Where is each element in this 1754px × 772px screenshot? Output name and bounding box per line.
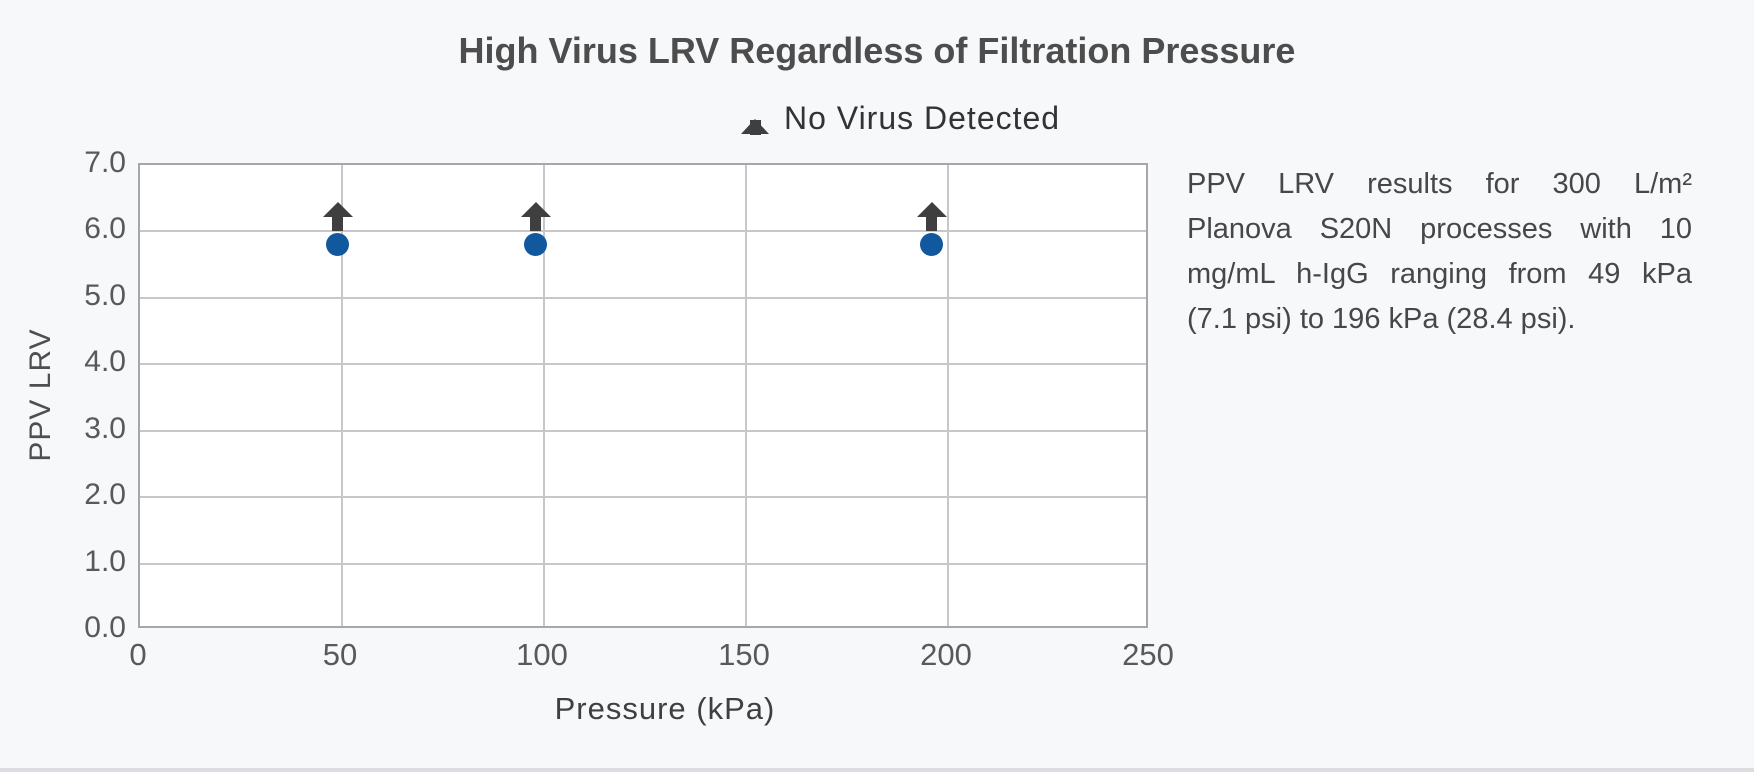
vertical-gridline [341, 165, 343, 626]
y-tick-label: 4.0 [84, 345, 126, 379]
x-tick-label: 200 [920, 637, 972, 672]
horizontal-gridline [140, 363, 1146, 366]
no-virus-up-arrow-icon [322, 202, 353, 232]
x-tick-label: 50 [322, 637, 358, 672]
y-axis-ticks: 0.0 1.0 2.0 3.0 4.0 5.0 6.0 7.0 [0, 146, 126, 644]
plot-area [138, 163, 1148, 628]
horizontal-gridline [140, 496, 1146, 499]
horizontal-gridline [140, 230, 1146, 233]
x-tick-label: 0 [129, 637, 147, 672]
y-tick-label: 5.0 [84, 278, 126, 312]
chart-title: High Virus LRV Regardless of Filtration … [458, 30, 1296, 71]
legend-label: No Virus Detected [784, 100, 1061, 136]
x-axis-title: Pressure (kPa) [554, 691, 776, 726]
vertical-gridline [745, 165, 747, 626]
bottom-divider [0, 768, 1754, 772]
y-tick-label: 7.0 [84, 146, 126, 179]
y-tick-label: 1.0 [84, 544, 126, 578]
up-arrow-icon [741, 102, 769, 135]
x-tick-label: 100 [516, 637, 568, 672]
horizontal-gridline [140, 429, 1146, 432]
x-axis-ticks: 0 50 100 150 200 250 [129, 637, 1173, 677]
caption-text: PPV LRV results for 300 L/m² Planova S20N… [1187, 162, 1692, 342]
y-tick-label: 2.0 [84, 478, 126, 512]
y-tick-label: 6.0 [84, 212, 126, 246]
caption-line: PPV LRV results for 300 L/m² [1187, 168, 1692, 200]
no-virus-up-arrow-icon [916, 202, 947, 232]
x-tick-label: 250 [1122, 637, 1174, 672]
y-tick-label: 3.0 [84, 411, 126, 445]
vertical-gridline [947, 165, 949, 626]
horizontal-gridline [140, 296, 1146, 299]
y-tick-label: 0.0 [84, 611, 126, 644]
vertical-gridline [543, 165, 545, 626]
horizontal-gridline [140, 562, 1146, 565]
legend: No Virus Detected [741, 100, 1060, 137]
caption-line: Planova S20N processes with 10 [1187, 213, 1692, 245]
caption-line: (7.1 psi) to 196 kPa (28.4 psi). [1187, 303, 1576, 335]
x-tick-label: 150 [718, 637, 770, 672]
caption-line: mg/mL h-IgG ranging from 49 kPa [1187, 258, 1692, 290]
no-virus-up-arrow-icon [520, 202, 551, 232]
y-axis-title: PPV LRV [24, 328, 57, 462]
data-point-marker [326, 233, 350, 257]
data-point-marker [524, 233, 548, 257]
data-point-marker [920, 233, 944, 257]
